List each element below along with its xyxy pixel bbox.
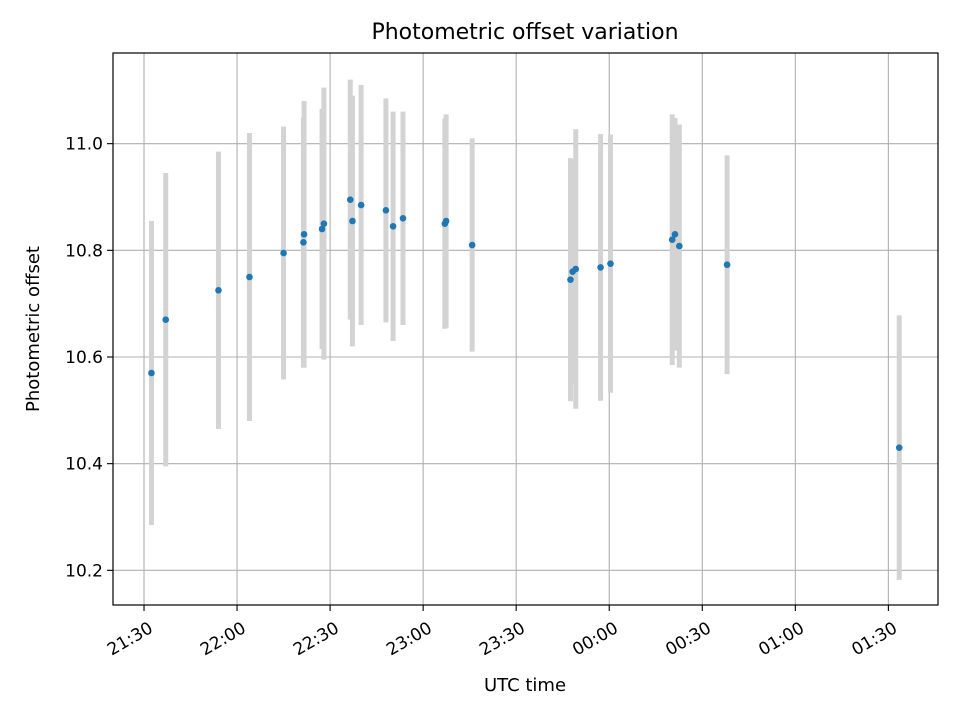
data-point: [607, 260, 614, 267]
chart-title: Photometric offset variation: [371, 20, 678, 45]
data-point: [162, 316, 170, 323]
x-axis-label: UTC time: [484, 675, 566, 696]
data-point: [468, 241, 476, 249]
data-point: [572, 265, 580, 273]
data-point: [246, 273, 253, 281]
data-point: [357, 201, 365, 209]
data-point: [320, 220, 328, 227]
y-axis-ticks: 10.2 10.4 10.6 10.8 11.0: [65, 135, 113, 581]
data-point: [399, 215, 407, 222]
data-point: [567, 276, 574, 283]
data-point: [349, 217, 356, 225]
data-points: [148, 196, 903, 451]
y-tick-label: 10.6: [65, 348, 103, 368]
data-point: [215, 287, 222, 294]
plot-area-frame: [112, 52, 939, 606]
data-point: [300, 231, 308, 238]
y-tick-label: 10.2: [65, 561, 103, 581]
data-point: [442, 217, 450, 225]
y-tick-label: 10.8: [65, 241, 103, 261]
data-point: [318, 225, 326, 233]
data-point: [671, 231, 679, 238]
y-tick-label: 11.0: [65, 135, 103, 155]
y-axis-label: Photometric offset: [23, 246, 44, 412]
data-point: [723, 261, 731, 269]
data-point: [148, 369, 155, 377]
data-point: [346, 196, 354, 203]
data-point: [668, 236, 676, 243]
grid: [113, 53, 938, 605]
data-point: [300, 239, 307, 246]
data-point: [382, 207, 390, 214]
data-point: [597, 264, 604, 271]
data-point: [895, 444, 903, 451]
data-point: [389, 223, 397, 230]
data-point: [676, 242, 683, 250]
y-tick-label: 10.4: [65, 455, 103, 475]
data-point: [280, 249, 287, 257]
